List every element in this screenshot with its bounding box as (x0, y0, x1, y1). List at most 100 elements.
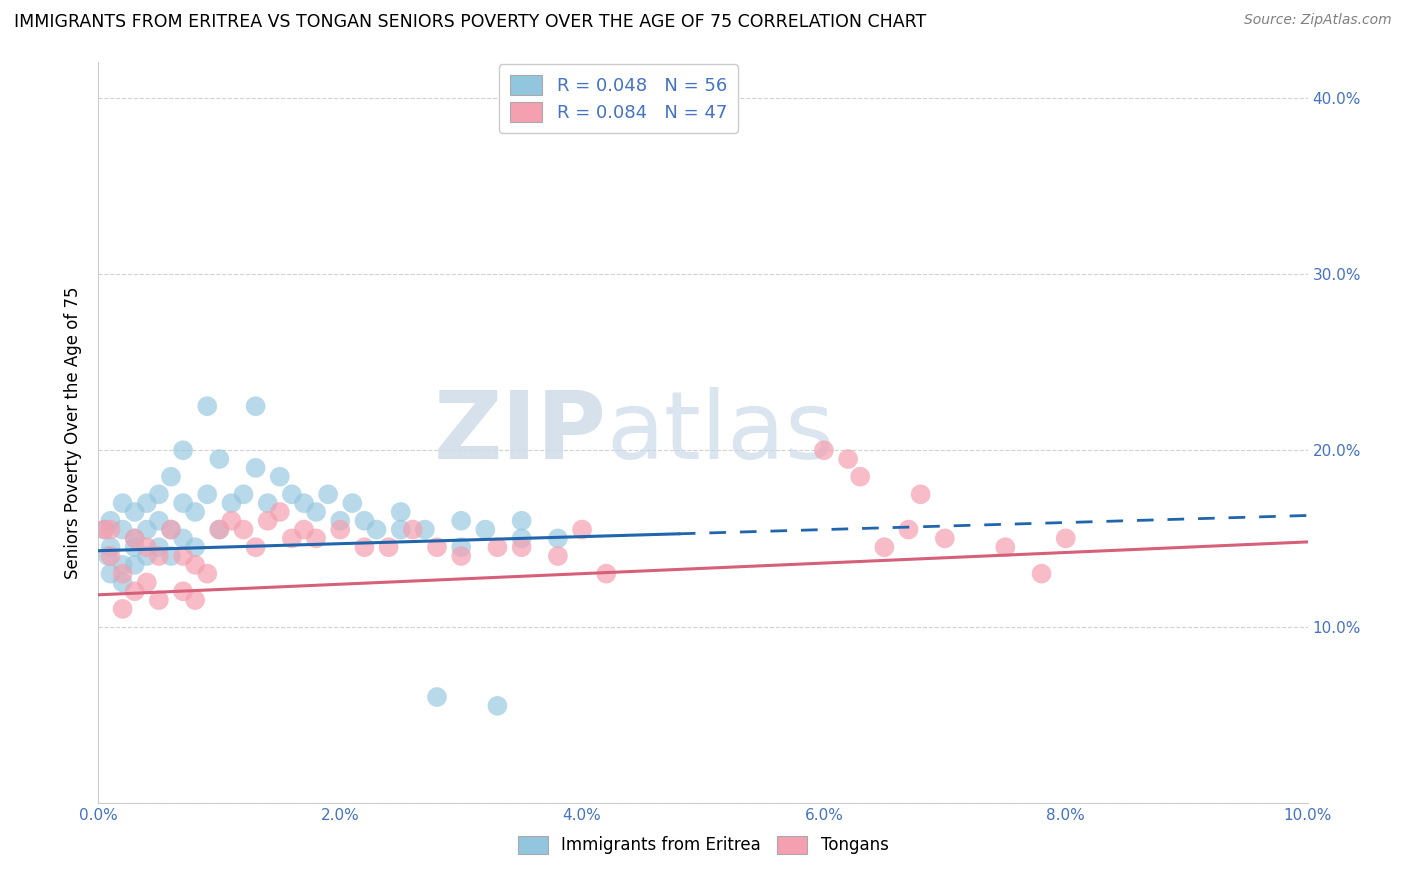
Point (232, 523, 254, 537)
Point (111, 523, 134, 537)
Point (111, 575, 134, 590)
Point (486, 698, 509, 713)
Point (135, 540, 157, 554)
Point (184, 540, 207, 554)
Point (111, 558, 134, 572)
Point (124, 584, 146, 599)
Point (849, 469, 872, 483)
Point (124, 558, 146, 572)
Point (184, 593, 207, 607)
Point (111, 602, 134, 616)
Point (232, 487, 254, 501)
Y-axis label: Seniors Poverty Over the Age of 75: Seniors Poverty Over the Age of 75 (65, 286, 83, 579)
Point (329, 523, 352, 537)
Point (486, 540, 509, 554)
Point (281, 532, 304, 546)
Point (256, 496, 278, 510)
Point (184, 505, 207, 519)
Point (100, 514, 122, 528)
Point (111, 566, 134, 581)
Point (934, 532, 956, 546)
Point (172, 443, 194, 458)
Point (547, 532, 569, 546)
Point (124, 532, 146, 546)
Point (195, 487, 218, 501)
Point (135, 575, 157, 590)
Point (208, 523, 231, 537)
Point (160, 523, 183, 537)
Point (402, 523, 425, 537)
Point (97, 549, 120, 563)
Point (571, 523, 593, 537)
Point (595, 566, 617, 581)
Point (292, 523, 315, 537)
Point (100, 540, 122, 554)
Point (413, 523, 436, 537)
Point (305, 532, 328, 546)
Point (450, 549, 472, 563)
Point (245, 399, 267, 413)
Text: IMMIGRANTS FROM ERITREA VS TONGAN SENIORS POVERTY OVER THE AGE OF 75 CORRELATION: IMMIGRANTS FROM ERITREA VS TONGAN SENIOR… (14, 13, 927, 31)
Point (510, 540, 533, 554)
Point (208, 452, 231, 467)
Point (195, 399, 218, 413)
Point (994, 540, 1017, 554)
Point (100, 566, 122, 581)
Point (124, 505, 146, 519)
Point (111, 496, 134, 510)
Point (256, 514, 278, 528)
Point (269, 469, 291, 483)
Point (208, 523, 231, 537)
Point (148, 540, 170, 554)
Point (221, 496, 243, 510)
Point (148, 487, 170, 501)
Point (510, 514, 533, 528)
Point (389, 523, 412, 537)
Point (910, 487, 932, 501)
Point (221, 514, 243, 528)
Point (100, 523, 122, 537)
Point (281, 487, 304, 501)
Point (426, 690, 449, 704)
Point (510, 532, 533, 546)
Point (873, 540, 896, 554)
Point (269, 505, 291, 519)
Point (135, 523, 157, 537)
Point (93, 523, 115, 537)
Point (160, 549, 183, 563)
Text: atlas: atlas (606, 386, 835, 479)
Point (305, 505, 328, 519)
Point (160, 523, 183, 537)
Point (172, 532, 194, 546)
Point (135, 549, 157, 563)
Point (897, 523, 920, 537)
Point (547, 549, 569, 563)
Point (184, 558, 207, 572)
Point (329, 514, 352, 528)
Point (1031, 566, 1053, 581)
Point (160, 469, 183, 483)
Point (450, 540, 472, 554)
Point (135, 496, 157, 510)
Point (377, 540, 399, 554)
Point (813, 443, 835, 458)
Point (148, 549, 170, 563)
Point (124, 532, 146, 546)
Point (93, 523, 115, 537)
Point (100, 549, 122, 563)
Point (474, 523, 496, 537)
Point (353, 514, 375, 528)
Point (366, 523, 388, 537)
Point (245, 461, 267, 475)
Point (148, 593, 170, 607)
Text: Source: ZipAtlas.com: Source: ZipAtlas.com (1244, 13, 1392, 28)
Point (353, 540, 375, 554)
Point (342, 496, 364, 510)
Text: ZIP: ZIP (433, 386, 606, 479)
Point (837, 452, 859, 467)
Point (148, 514, 170, 528)
Point (292, 496, 315, 510)
Point (426, 540, 449, 554)
Legend: Immigrants from Eritrea, Tongans: Immigrants from Eritrea, Tongans (510, 829, 896, 861)
Point (450, 514, 472, 528)
